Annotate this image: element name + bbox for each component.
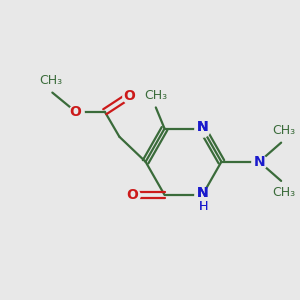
Text: N: N: [196, 120, 208, 134]
Text: CH₃: CH₃: [144, 89, 167, 102]
Text: N: N: [196, 120, 208, 134]
Text: H: H: [199, 200, 208, 213]
Text: O: O: [124, 88, 136, 103]
Text: O: O: [70, 105, 82, 119]
Text: CH₃: CH₃: [39, 74, 62, 87]
Text: CH₃: CH₃: [272, 186, 295, 199]
Text: N: N: [254, 155, 265, 169]
Text: CH₃: CH₃: [272, 124, 295, 137]
Text: O: O: [127, 188, 138, 202]
Text: H: H: [199, 200, 208, 213]
Text: N: N: [196, 187, 208, 200]
Text: N: N: [196, 187, 208, 200]
